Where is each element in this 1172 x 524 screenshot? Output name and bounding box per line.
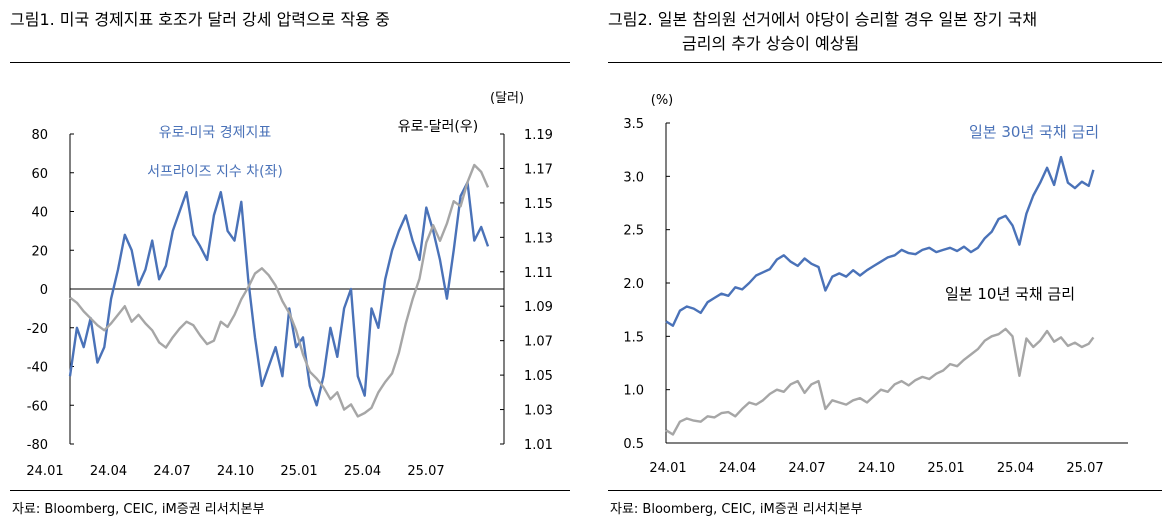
figure-1-chart: 80 60 40 20 0 -20 -40 -60 -80 1.19 1.17 1.15 1.13 1.1…: [26, 91, 553, 479]
chart1-left-tick-label: 0: [40, 283, 48, 298]
chart2-y-tick-label: 1.5: [623, 330, 644, 345]
chart1-x-tick-label: 25.04: [344, 464, 381, 479]
figure-2-title-line1: 그림2. 일본 참의원 선거에서 야당이 승리할 경우 일본 장기 국채: [608, 10, 1038, 29]
figure-1-panel: 그림1. 미국 경제지표 호조가 달러 강세 압력으로 작용 중 80 60 40 2…: [0, 0, 580, 524]
figure-2-top-rule: [608, 62, 1162, 63]
chart1-blue-series-label-line2: 서프라이즈 지수 차(좌): [147, 164, 283, 180]
chart2-x-tick-label: 24.07: [788, 461, 825, 476]
chart1-left-tick-label: -60: [27, 399, 48, 414]
chart2-y-tick-label: 2.5: [623, 224, 644, 239]
chart1-gray-series-label: 유로-달러(우): [398, 119, 478, 135]
figure-1-title: 그림1. 미국 경제지표 호조가 달러 강세 압력으로 작용 중: [10, 10, 390, 29]
chart2-gray-series-label: 일본 10년 국채 금리: [945, 285, 1075, 303]
chart2-y-tick-label: 3.0: [623, 170, 644, 185]
chart2-series-jgb10y: [665, 327, 1095, 436]
figure-2-bottom-rule: [608, 490, 1162, 491]
chart1-right-tick-label: 1.03: [524, 404, 553, 419]
chart2-x-tick-label: 25.07: [1066, 461, 1103, 476]
chart1-x-tick-label: 24.07: [153, 464, 190, 479]
chart2-series-jgb30y: [665, 155, 1095, 327]
chart1-right-tick-label: 1.13: [524, 231, 553, 246]
chart1-right-tick-label: 1.07: [524, 335, 553, 350]
figure-2-chart: 3.5 3.0 2.5 2.0 1.5 1.0 0.5 24.01 24.04 24.07 24.1…: [623, 93, 1128, 476]
chart2-y-tick-label: 0.5: [623, 437, 644, 452]
figure-1-bottom-rule: [10, 490, 570, 491]
chart1-x-tick-label: 25.07: [407, 464, 444, 479]
chart1-left-tick-label: 40: [31, 206, 48, 221]
chart1-x-tick-label: 24.04: [90, 464, 127, 479]
figure-2-source: 자료: Bloomberg, CEIC, iM증권 리서치본부: [610, 502, 863, 517]
chart1-right-tick-label: 1.01: [524, 438, 553, 453]
chart2-x-tick-label: 25.04: [997, 461, 1034, 476]
chart1-x-tick-label: 24.01: [26, 464, 63, 479]
figure-2-panel: 그림2. 일본 참의원 선거에서 야당이 승리할 경우 일본 장기 국채 금리의…: [598, 0, 1172, 524]
chart1-left-tick-label: -40: [27, 361, 48, 376]
chart1-series-surprise-diff: [68, 181, 490, 407]
chart2-x-tick-label: 24.10: [858, 461, 895, 476]
chart2-left-unit-label: (%): [651, 93, 674, 108]
chart1-right-tick-label: 1.09: [524, 300, 553, 315]
chart2-x-tick-label: 24.04: [719, 461, 756, 476]
chart2-x-tick-label: 24.01: [649, 461, 686, 476]
chart1-right-tick-label: 1.17: [524, 162, 553, 177]
chart1-left-tick-label: 20: [31, 244, 48, 259]
chart1-left-tick-label: -80: [27, 438, 48, 453]
chart1-right-tick-label: 1.11: [524, 266, 553, 281]
chart2-y-tick-label: 3.5: [623, 117, 644, 132]
chart2-y-tick-label: 1.0: [623, 384, 644, 399]
figure-2-title: 그림2. 일본 참의원 선거에서 야당이 승리할 경우 일본 장기 국채 금리의…: [608, 8, 1037, 56]
chart1-right-unit-label: (달러): [490, 91, 524, 106]
chart1-right-tick-label: 1.15: [524, 197, 553, 212]
chart1-series-eurusd: [69, 163, 490, 418]
chart1-blue-series-label-line1: 유로-미국 경제지표: [159, 125, 272, 141]
chart1-left-tick-label: -20: [27, 322, 48, 337]
chart1-right-tick-label: 1.05: [524, 369, 553, 384]
figure-1-top-rule: [10, 62, 570, 63]
chart2-y-tick-label: 2.0: [623, 277, 644, 292]
chart2-x-tick-label: 25.01: [927, 461, 964, 476]
chart1-x-tick-label: 25.01: [280, 464, 317, 479]
chart1-x-tick-label: 24.10: [217, 464, 254, 479]
chart1-left-tick-label: 60: [31, 167, 48, 182]
chart1-right-tick-label: 1.19: [524, 128, 553, 143]
chart1-left-tick-label: 80: [31, 128, 48, 143]
figure-1-source: 자료: Bloomberg, CEIC, iM증권 리서치본부: [12, 502, 265, 517]
chart2-blue-series-label: 일본 30년 국채 금리: [969, 123, 1099, 141]
figure-2-title-line2: 금리의 추가 상승이 예상됨: [682, 34, 860, 53]
